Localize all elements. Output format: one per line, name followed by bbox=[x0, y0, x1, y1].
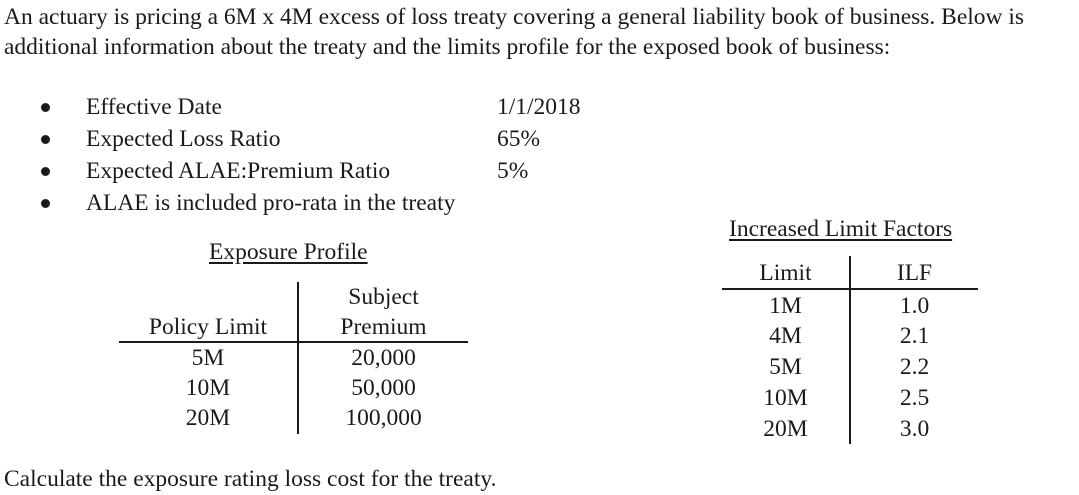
table-header-divider bbox=[722, 288, 978, 290]
subject-header-line-2: Premium bbox=[340, 314, 427, 340]
loss-ratio-label: Expected Loss Ratio bbox=[86, 126, 281, 152]
table-cell-ilf: 2.5 bbox=[899, 385, 930, 411]
table-column-divider bbox=[297, 282, 299, 434]
problem-intro: An actuary is pricing a 6M x 4M excess o… bbox=[4, 2, 1076, 62]
intro-line-2: additional information about the treaty … bbox=[4, 34, 891, 60]
table-cell-ilf: 2.2 bbox=[899, 354, 930, 380]
list-item: Effective Date 1/1/2018 bbox=[0, 91, 640, 123]
table-cell-premium: 100,000 bbox=[345, 405, 422, 431]
subject-header-line-1: Subject bbox=[348, 284, 419, 310]
bullet-icon bbox=[41, 135, 50, 144]
table-cell-ilf: 3.0 bbox=[899, 416, 930, 442]
table-cell-limit: 5M bbox=[191, 345, 225, 371]
exposure-profile-title: Exposure Profile bbox=[209, 239, 368, 265]
alae-ratio-value: 5% bbox=[497, 158, 529, 184]
bullet-icon bbox=[41, 199, 50, 208]
alae-ratio-label: Expected ALAE:Premium Ratio bbox=[86, 158, 391, 184]
increased-limit-factors-table: Limit ILF 1M 1.0 4M 2.1 5M 2.2 10M 2.5 2… bbox=[722, 256, 978, 446]
bullet-icon bbox=[41, 167, 50, 176]
limit-header: Limit bbox=[759, 260, 812, 286]
table-column-divider bbox=[849, 256, 851, 444]
list-item: ALAE is included pro-rata in the treaty bbox=[0, 187, 640, 219]
table-cell-limit: 1M bbox=[769, 293, 802, 319]
table-cell-limit: 10M bbox=[763, 385, 808, 411]
effective-date-label: Effective Date bbox=[86, 94, 222, 120]
table-cell-premium: 50,000 bbox=[351, 375, 416, 401]
table-cell-limit: 5M bbox=[769, 354, 802, 380]
list-item: Expected ALAE:Premium Ratio 5% bbox=[0, 155, 640, 187]
intro-line-1: An actuary is pricing a 6M x 4M excess o… bbox=[4, 4, 1025, 30]
table-cell-limit: 10M bbox=[185, 375, 231, 401]
effective-date-value: 1/1/2018 bbox=[497, 94, 581, 120]
bullet-icon bbox=[41, 103, 50, 112]
table-cell-limit: 20M bbox=[763, 416, 808, 442]
table-cell-ilf: 2.1 bbox=[899, 323, 930, 349]
ilf-header: ILF bbox=[896, 260, 933, 286]
question-prompt: Calculate the exposure rating loss cost … bbox=[4, 466, 497, 492]
ilf-table-title: Increased Limit Factors bbox=[729, 216, 953, 242]
table-cell-ilf: 1.0 bbox=[899, 293, 930, 319]
exposure-profile-table: Policy Limit Subject Premium 5M 20,000 1… bbox=[119, 282, 468, 434]
table-cell-limit: 20M bbox=[185, 405, 231, 431]
table-cell-limit: 4M bbox=[769, 323, 802, 349]
loss-ratio-value: 65% bbox=[497, 126, 541, 152]
alae-pro-rata-label: ALAE is included pro-rata in the treaty bbox=[86, 190, 456, 216]
table-header-divider bbox=[119, 341, 468, 343]
table-cell-premium: 20,000 bbox=[351, 345, 416, 371]
list-item: Expected Loss Ratio 65% bbox=[0, 123, 640, 155]
policy-limit-header: Policy Limit bbox=[148, 314, 268, 340]
